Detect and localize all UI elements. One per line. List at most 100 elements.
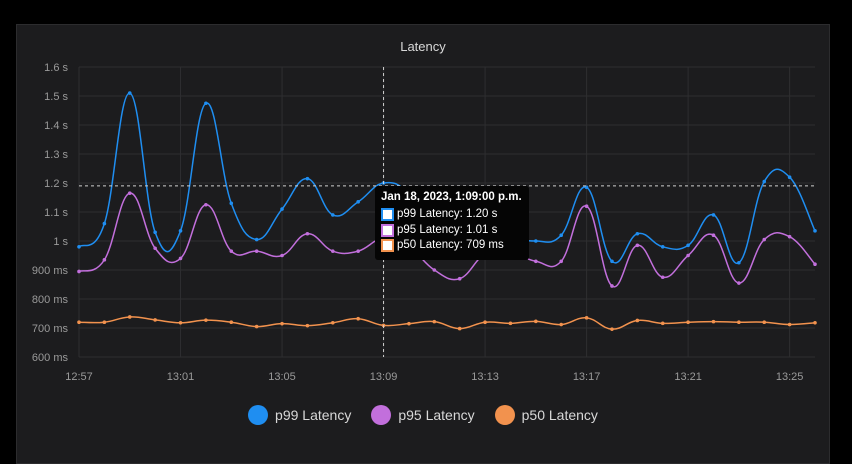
data-point-p95 bbox=[356, 249, 360, 253]
data-point-p50 bbox=[635, 318, 640, 323]
data-point-p99 bbox=[153, 230, 157, 235]
y-tick-label: 1.4 s bbox=[44, 120, 68, 132]
data-point-p50 bbox=[737, 320, 741, 325]
chart-tooltip: Jan 18, 2023, 1:09:00 p.m. p99 Latency: … bbox=[375, 186, 529, 260]
y-tick-label: 600 ms bbox=[32, 352, 69, 364]
tooltip-swatch-p99 bbox=[381, 208, 394, 222]
y-tick-label: 900 ms bbox=[32, 265, 69, 277]
legend-item-p95[interactable]: p95 Latency bbox=[371, 405, 475, 425]
y-tick-label: 1.5 s bbox=[44, 91, 68, 103]
data-point-p95 bbox=[305, 231, 310, 236]
data-point-p99 bbox=[305, 176, 310, 181]
y-tick-label: 700 ms bbox=[32, 323, 69, 335]
legend-swatch-p95 bbox=[371, 405, 392, 425]
tooltip-row-p95: p95 Latency: 1.01 s bbox=[381, 223, 523, 239]
data-point-p99 bbox=[280, 207, 284, 211]
legend-label-p50: p50 Latency bbox=[521, 407, 598, 423]
data-point-p50 bbox=[254, 324, 259, 329]
data-point-p99 bbox=[737, 260, 741, 265]
data-point-p95 bbox=[584, 204, 589, 208]
data-point-p99 bbox=[204, 101, 208, 106]
data-point-p95 bbox=[330, 249, 335, 253]
data-point-p95 bbox=[178, 256, 183, 261]
data-point-p95 bbox=[254, 249, 259, 253]
data-point-p95 bbox=[660, 275, 665, 280]
data-point-p95 bbox=[610, 284, 614, 288]
data-point-p99 bbox=[127, 91, 132, 95]
data-point-p99 bbox=[711, 213, 716, 217]
data-point-p99 bbox=[229, 201, 234, 206]
chart-title: Latency bbox=[400, 39, 446, 54]
data-point-p99 bbox=[330, 213, 335, 217]
legend-item-p50[interactable]: p50 Latency bbox=[494, 405, 598, 425]
legend-item-p99[interactable]: p99 Latency bbox=[248, 405, 351, 425]
x-tick-label: 13:01 bbox=[167, 371, 195, 383]
tooltip-row-p99: p99 Latency: 1.20 s bbox=[381, 207, 523, 223]
data-point-p95 bbox=[229, 249, 234, 253]
tooltip-text-p50: p50 Latency: 709 ms bbox=[397, 239, 504, 251]
data-point-p50 bbox=[280, 321, 284, 326]
y-tick-label: 1.6 s bbox=[44, 62, 68, 74]
data-point-p95 bbox=[737, 281, 741, 285]
data-point-p95 bbox=[686, 253, 690, 258]
data-point-p95 bbox=[280, 253, 284, 258]
legend-label-p95: p95 Latency bbox=[398, 407, 475, 423]
data-point-p50 bbox=[457, 326, 462, 331]
data-point-p50 bbox=[660, 321, 665, 326]
x-tick-label: 12:57 bbox=[65, 371, 93, 383]
legend-label-p99: p99 Latency bbox=[275, 407, 352, 423]
data-point-p95 bbox=[635, 243, 640, 248]
data-point-p50 bbox=[508, 321, 513, 326]
y-tick-label: 1.3 s bbox=[44, 149, 68, 161]
data-point-p95 bbox=[153, 246, 157, 251]
data-point-p99 bbox=[178, 229, 183, 233]
data-point-p50 bbox=[787, 322, 792, 327]
data-point-p99 bbox=[559, 233, 564, 237]
data-point-p50 bbox=[762, 320, 767, 325]
data-point-p99 bbox=[762, 179, 767, 184]
tooltip-text-p99: p99 Latency: 1.20 s bbox=[397, 208, 498, 220]
y-tick-label: 1.2 s bbox=[44, 178, 68, 190]
data-point-p99 bbox=[686, 243, 690, 248]
data-point-p50 bbox=[610, 327, 614, 331]
legend-swatch-p50 bbox=[494, 405, 515, 425]
data-point-p50 bbox=[483, 320, 487, 325]
data-point-p50 bbox=[178, 320, 183, 325]
data-point-p95 bbox=[762, 237, 767, 242]
chart-panel: Latency p99 Latency p95 Latency p50 Late… bbox=[16, 24, 830, 464]
x-tick-label: 13:13 bbox=[471, 371, 499, 383]
data-point-p99 bbox=[77, 245, 81, 249]
data-point-p99 bbox=[534, 239, 538, 243]
data-point-p95 bbox=[787, 234, 792, 239]
data-point-p50 bbox=[686, 320, 690, 325]
data-point-p95 bbox=[813, 262, 817, 267]
data-point-p95 bbox=[102, 258, 107, 262]
tooltip-title: Jan 18, 2023, 1:09:00 p.m. bbox=[381, 191, 522, 203]
tooltip-text-p95: p95 Latency: 1.01 s bbox=[397, 223, 498, 236]
tooltip-swatch-p95 bbox=[381, 223, 394, 237]
data-point-p50 bbox=[559, 322, 564, 327]
data-point-p50 bbox=[534, 319, 538, 324]
x-tick-label: 13:05 bbox=[268, 371, 296, 383]
x-tick-label: 13:17 bbox=[573, 371, 601, 383]
x-tick-label: 13:21 bbox=[674, 371, 702, 383]
data-point-p99 bbox=[660, 245, 665, 249]
data-point-p99 bbox=[254, 237, 259, 242]
data-point-p50 bbox=[204, 318, 208, 322]
y-tick-label: 1.1 s bbox=[44, 207, 68, 219]
tooltip-row-p50: p50 Latency: 709 ms bbox=[381, 238, 523, 254]
data-point-p50 bbox=[432, 319, 437, 324]
data-point-p50 bbox=[330, 320, 335, 325]
data-point-p50 bbox=[102, 320, 107, 325]
x-tick-label: 13:09 bbox=[370, 371, 398, 383]
data-point-p50 bbox=[813, 320, 817, 325]
y-tick-label: 800 ms bbox=[32, 294, 69, 306]
data-point-p99 bbox=[787, 175, 792, 179]
data-point-p99 bbox=[635, 231, 640, 236]
chart-legend: p99 Latency p95 Latency p50 Latency bbox=[17, 405, 829, 425]
data-point-p99 bbox=[584, 185, 589, 190]
data-point-p99 bbox=[102, 221, 107, 226]
data-point-p50 bbox=[711, 319, 716, 324]
data-point-p95 bbox=[457, 276, 462, 281]
data-point-p95 bbox=[711, 233, 716, 237]
